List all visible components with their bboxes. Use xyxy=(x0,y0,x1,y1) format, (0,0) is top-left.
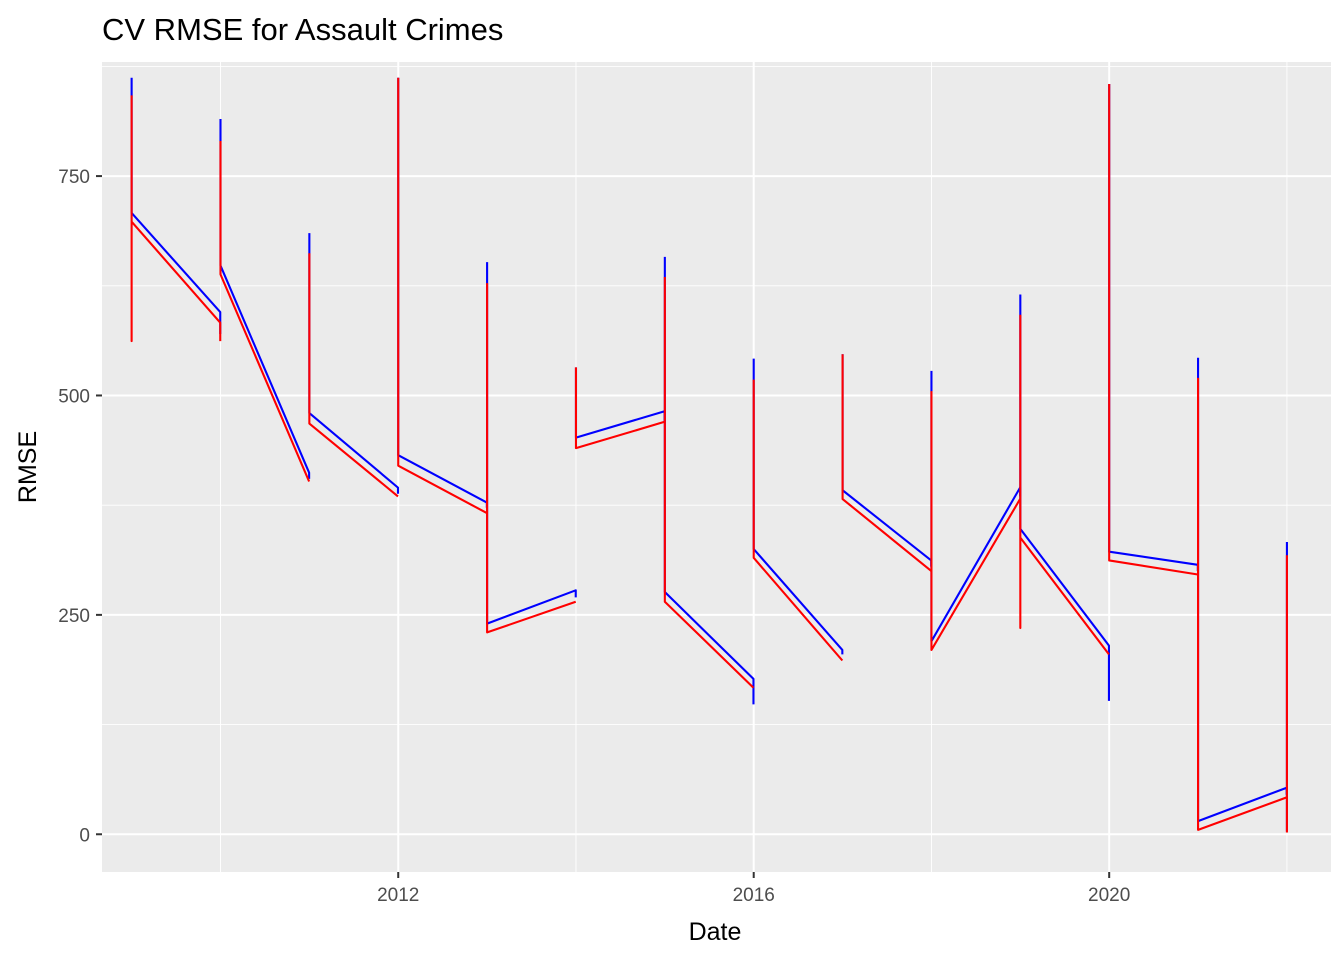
y-tick-label: 500 xyxy=(58,386,90,407)
series-2-segment-4 xyxy=(397,77,488,514)
series-2-segment-11 xyxy=(1019,314,1110,655)
x-tick-label: 2012 xyxy=(377,885,419,906)
y-tick-label: 750 xyxy=(58,167,90,188)
series-lines xyxy=(130,77,1288,833)
axes: 0 250 500 750 2012 2016 2020 xyxy=(58,167,1130,906)
y-axis-label: RMSE xyxy=(14,431,42,503)
series-2-segment-2 xyxy=(219,140,311,482)
chart-title: CV RMSE for Assault Crimes xyxy=(102,12,503,47)
series-2-segment-12 xyxy=(1108,83,1198,576)
series-2-segment-10 xyxy=(930,391,1021,652)
plot-panel xyxy=(102,62,1331,872)
series-2-segment-6 xyxy=(574,367,665,450)
x-tick-label: 2016 xyxy=(733,885,775,906)
series-2-segment-1 xyxy=(130,95,222,343)
series-2-segment-3 xyxy=(308,253,399,498)
series-2-segment-7 xyxy=(663,277,755,689)
series-2-segment-8 xyxy=(752,379,844,662)
series-2-segment-13 xyxy=(1197,377,1288,831)
series-2-segment-5 xyxy=(486,283,577,634)
x-tick-label: 2020 xyxy=(1088,885,1130,906)
x-axis-label: Date xyxy=(689,918,742,946)
y-tick-label: 0 xyxy=(79,825,90,846)
series-2-segment-9 xyxy=(841,354,932,572)
y-tick-label: 250 xyxy=(58,606,90,627)
